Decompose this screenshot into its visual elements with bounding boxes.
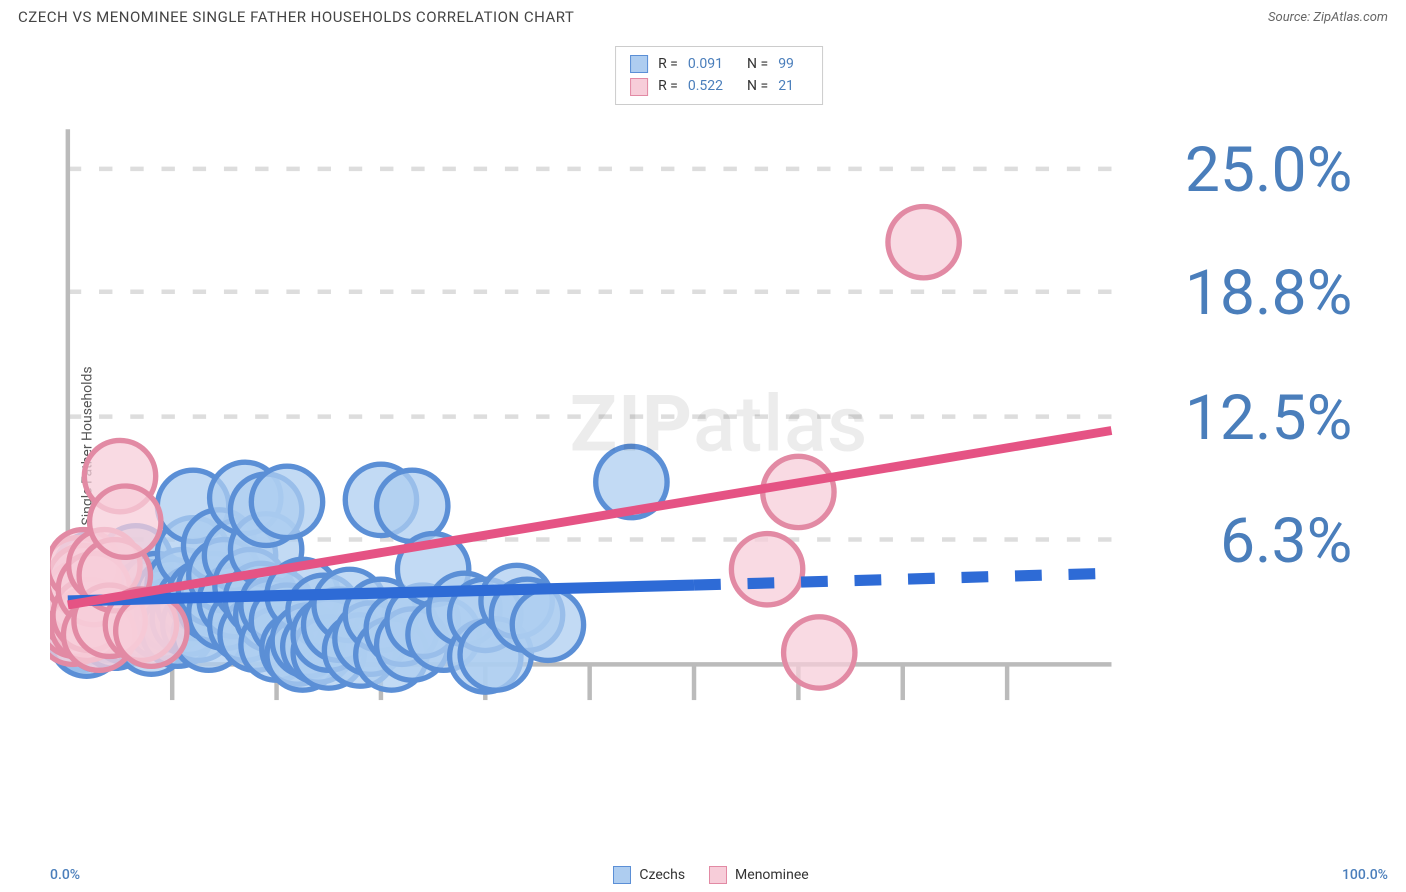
legend-r-value: 0.522 bbox=[688, 75, 723, 97]
legend-r-value: 0.091 bbox=[688, 53, 723, 75]
data-point bbox=[377, 470, 448, 541]
data-point bbox=[251, 466, 322, 537]
data-point bbox=[784, 617, 855, 688]
data-point bbox=[888, 207, 959, 278]
legend-n-label: N = bbox=[747, 53, 768, 75]
x-axis-max-label: 100.0% bbox=[1342, 867, 1388, 883]
chart-area: 6.3% 12.5% 18.8% 25.0% R = 0.091 N = 99 R = 0.52… bbox=[50, 40, 1388, 842]
legend-swatch bbox=[613, 866, 631, 884]
legend-r-label: R = bbox=[658, 53, 678, 75]
y-tick-label: 6.3% bbox=[1220, 505, 1352, 578]
y-tick-label: 12.5% bbox=[1185, 382, 1352, 455]
legend-label: Czechs bbox=[639, 867, 685, 883]
legend-n-value: 99 bbox=[778, 53, 794, 75]
source-attribution: Source: ZipAtlas.com bbox=[1268, 10, 1388, 25]
legend-n-label: N = bbox=[747, 75, 768, 97]
legend-swatch bbox=[630, 55, 648, 73]
legend-swatch bbox=[630, 78, 648, 96]
data-point bbox=[731, 534, 802, 605]
legend-label: Menominee bbox=[735, 867, 809, 883]
correlation-legend: R = 0.091 N = 99 R = 0.522 N = 21 bbox=[615, 46, 823, 105]
legend-row: R = 0.091 N = 99 bbox=[630, 53, 808, 75]
legend-item: Menominee bbox=[709, 866, 809, 884]
legend-n-value: 21 bbox=[778, 75, 794, 97]
y-tick-label: 25.0% bbox=[1185, 134, 1352, 207]
legend-r-label: R = bbox=[658, 75, 678, 97]
data-point bbox=[512, 589, 583, 660]
data-point bbox=[116, 595, 187, 666]
data-point bbox=[90, 486, 161, 557]
data-point bbox=[763, 456, 834, 527]
y-tick-label: 18.8% bbox=[1185, 257, 1352, 330]
legend-item: Czechs bbox=[613, 866, 685, 884]
scatter-plot: 6.3% 12.5% 18.8% 25.0% bbox=[50, 40, 1388, 709]
series-legend: Czechs Menominee bbox=[613, 866, 808, 884]
legend-row: R = 0.522 N = 21 bbox=[630, 75, 808, 97]
legend-swatch bbox=[709, 866, 727, 884]
chart-title: CZECH VS MENOMINEE SINGLE FATHER HOUSEHO… bbox=[18, 8, 574, 26]
x-axis-min-label: 0.0% bbox=[50, 867, 80, 883]
